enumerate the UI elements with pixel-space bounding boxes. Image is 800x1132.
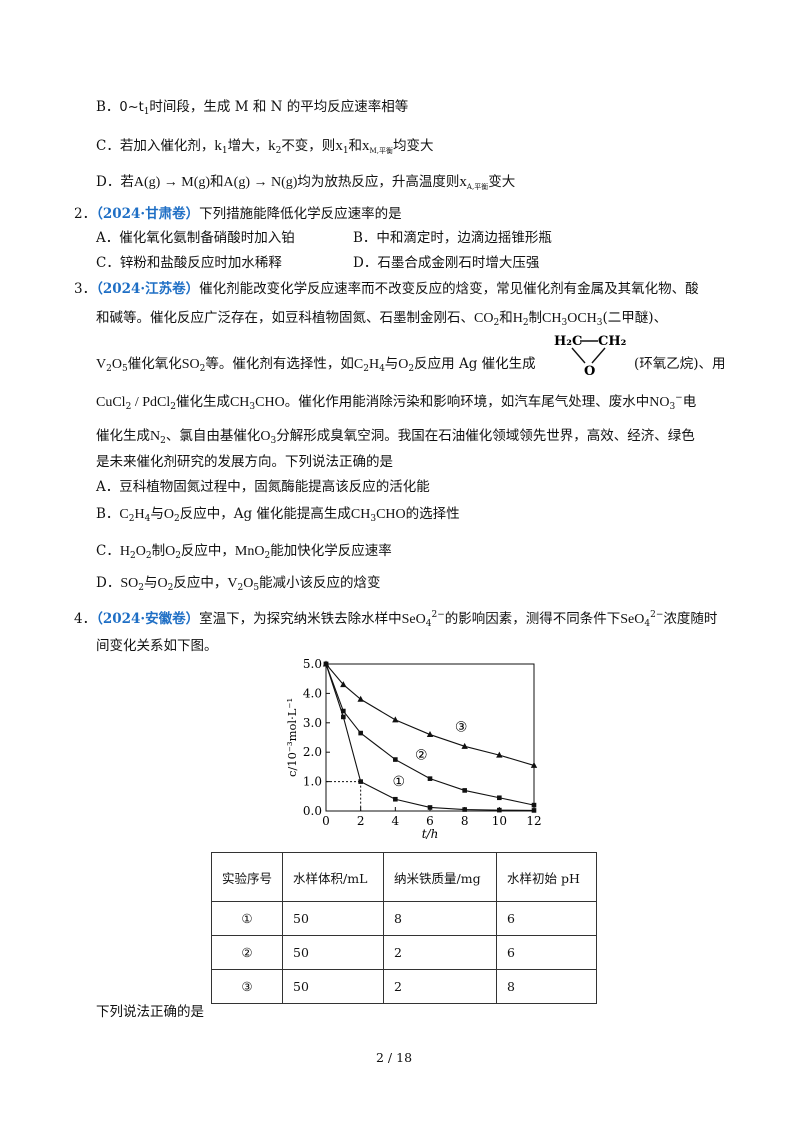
q3-stem-line3: V2O5催化氧化SO2等。催化剂有选择性，如C2H4与O2反应用 Ag 催化生成 [96,356,536,374]
table-cell: 50 [282,901,384,936]
table-row: ③ 50 2 8 [211,969,597,1004]
y-tick-label: 4.0 [303,686,322,700]
table-header-cell: 实验序号 [211,852,283,902]
series-annotation: ② [415,748,428,764]
table-cell: 50 [282,935,384,970]
data-point [341,714,346,720]
epoxide-ch2-label: CH₂ [598,334,626,349]
q3-source-tag: （2024·江苏卷） [96,281,200,297]
data-point [530,761,538,768]
x-tick-label: 0 [322,814,330,828]
q2-option-a: A．催化氧化氨制备硝酸时加入铂 [96,230,295,246]
q4-source-tag: （2024·安徽卷） [96,611,200,627]
epoxide-o-label: O [584,364,595,378]
table-header-row: 实验序号 水样体积/mL 纳米铁质量/mg 水样初始 pH [211,852,597,902]
q3-option-d: D．SO2与O2反应中，V2O5能减小该反应的焓变 [96,575,381,593]
series-annotation: ③ [455,720,468,736]
data-point [531,808,537,813]
data-point [462,788,467,793]
x-tick-label: 12 [526,814,541,828]
data-point [462,807,467,812]
q2-option-d: D．石墨合成金刚石时增大压强 [353,255,540,271]
q2-option-c: C．锌粉和盐酸反应时加水稀释 [96,255,282,271]
data-point [357,695,364,702]
data-point [461,742,468,749]
q2-option-b: B．中和滴定时，边滴边摇锥形瓶 [353,230,552,246]
data-point [358,779,363,784]
q3-stem-line3-tail: (环氧乙烷)、用 [634,356,726,372]
data-point [427,805,433,810]
q4-stem-line2: 间变化关系如下图。 [96,638,218,654]
table-cell: 50 [282,969,384,1004]
q2-source-tag: （2024·甘肃卷） [96,206,200,222]
table-header-cell: 水样体积/mL [282,852,384,902]
x-tick-label: 10 [492,814,507,828]
q2-stem: 2．（2024·甘肃卷）下列措施能降低化学反应速率的是 [74,206,402,222]
y-tick-label: 0.0 [303,804,322,818]
y-axis-label: c/10⁻³mol·L⁻¹ [285,698,299,777]
table-cell: 2 [383,935,497,970]
q3-stem-line2: 和碱等。催化反应广泛存在，如豆科植物固氮、石墨制金刚石、CO2和H2制CH3OC… [96,310,668,328]
y-tick-label: 1.0 [303,775,322,789]
series-line [325,663,535,806]
q3-stem-line4: CuCl2 / PdCl2催化生成CH3CHO。催化作用能消除污染和影响环境，如… [96,393,697,412]
q3-option-a: A．豆科植物固氮过程中，固氮酶能提高该反应的活化能 [96,479,430,495]
data-point [531,802,537,808]
table-row: ② 50 2 6 [211,935,597,970]
data-point [497,795,502,801]
ethylene-oxide-structure: H₂C CH₂ O [554,334,626,378]
data-point [497,807,502,813]
table-cell: 8 [496,969,597,1004]
data-point [358,730,363,736]
table-cell: 8 [383,901,497,936]
series-line [325,663,535,766]
q3-stem-line1: 3．（2024·江苏卷）催化剂能改变化学反应速率而不改变反应的焓变，常见催化剂有… [74,281,699,297]
data-point [341,708,346,714]
table-cell: ① [211,901,283,936]
data-point [340,681,347,688]
series-annotation: ① [393,774,406,790]
q4-question-prompt: 下列说法正确的是 [96,1004,204,1020]
series-line [325,663,535,811]
epoxide-h2c-label: H₂C [554,334,582,349]
q1-option-b: B．0~t1时间段，生成 M 和 N 的平均反应速率相等 [96,99,409,117]
data-point [393,796,398,802]
data-point [427,776,433,781]
x-tick-label: 2 [357,814,365,828]
table-cell: 6 [496,901,597,936]
x-tick-label: 6 [426,814,434,828]
experiment-table: 实验序号 水样体积/mL 纳米铁质量/mg 水样初始 pH ① 50 8 6 ②… [211,852,597,1004]
x-tick-label: 8 [461,814,469,828]
table-cell: 2 [383,969,497,1004]
y-tick-label: 2.0 [303,745,322,759]
data-point [322,660,330,667]
table-cell: ③ [211,969,283,1004]
plot-frame [325,663,535,812]
q4-stem-line1: 4．（2024·安徽卷）室温下，为探究纳米铁去除水样中SeO42−的影响因素，测… [74,610,718,629]
data-point [426,731,434,738]
table-cell: ② [211,935,283,970]
q3-stem-line5: 催化生成N2、氯自由基催化O3分解形成臭氧空洞。我国在石油催化领域领先世界，高效… [96,428,695,446]
y-tick-label: 3.0 [303,716,322,730]
q3-option-b: B．C2H4与O2反应中，Ag 催化能提高生成CH3CHO的选择性 [96,506,460,524]
x-axis-label: t/h [422,827,439,841]
table-cell: 6 [496,935,597,970]
q3-stem-line6: 是未来催化剂研究的发展方向。下列说法正确的是 [96,454,393,470]
table-row: ① 50 8 6 [211,901,597,936]
table-header-cell: 水样初始 pH [496,852,597,902]
data-point [393,757,398,762]
concentration-time-chart: 0 2 4 6 8 10 12 0.0 1.0 2.0 3.0 4.0 5.0 t/h c/10⁻³mol·… [285,657,542,841]
x-tick-label: 4 [392,814,400,828]
page-number: 2 / 18 [376,1050,413,1065]
q3-option-c: C．H2O2制O2反应中，MnO2能加快化学反应速率 [96,543,392,561]
data-point [392,716,399,723]
y-tick-label: 5.0 [303,657,322,671]
q1-option-d: D．若A(g) → M(g)和A(g) → N(g)均为放热反应，升高温度则xA… [96,174,516,191]
data-point [496,751,503,758]
table-header-cell: 纳米铁质量/mg [383,852,497,902]
q1-option-c: C．若加入催化剂，k1增大，k2不变，则x1和xM,平衡均变大 [96,138,434,156]
